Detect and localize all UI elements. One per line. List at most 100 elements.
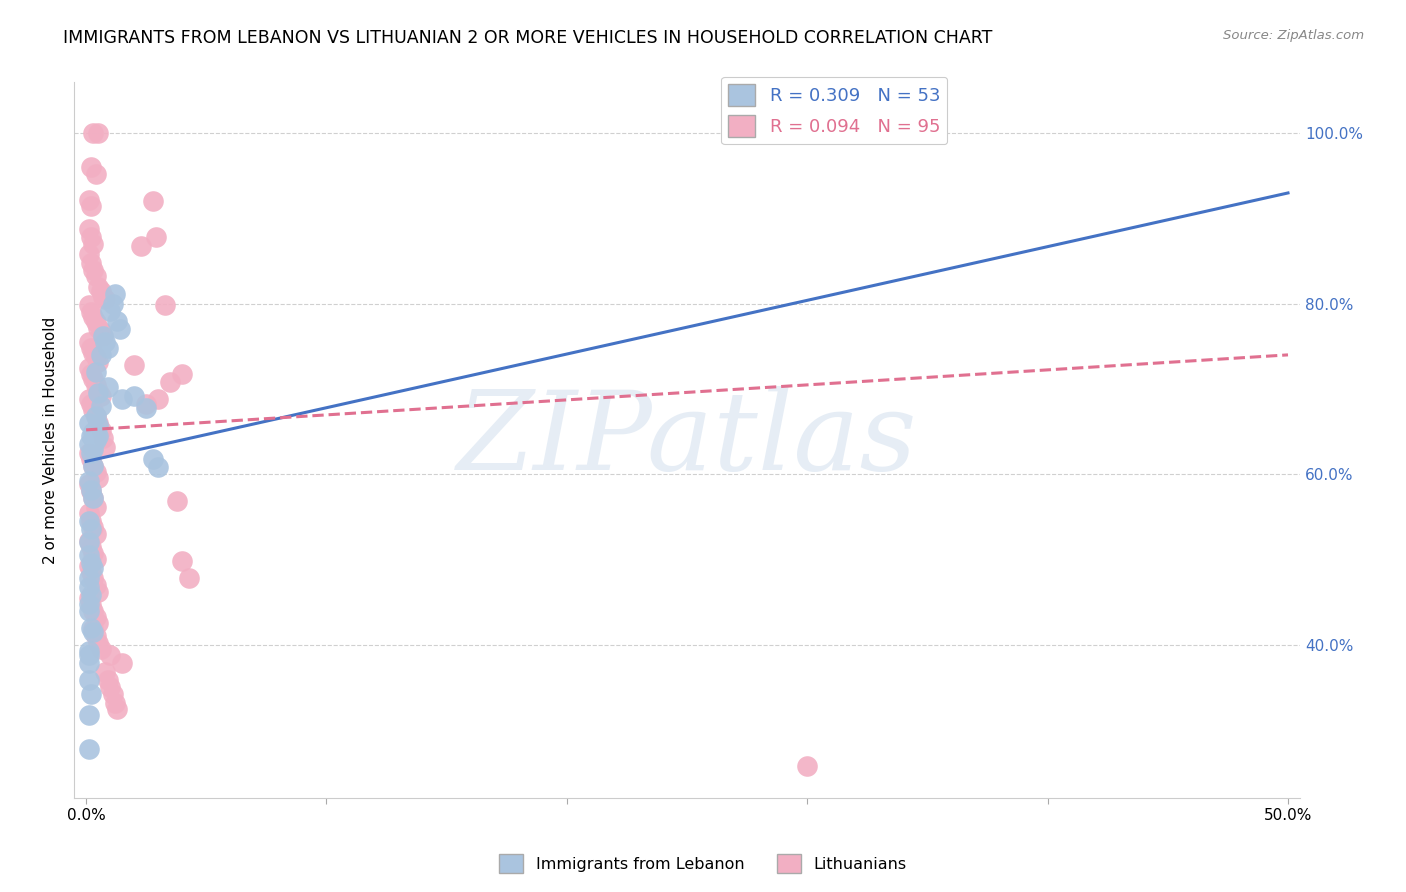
Point [84, 316, 107, 330]
Point [77, 506, 100, 520]
Point [77, 657, 100, 671]
Point [84, 526, 107, 541]
Point [80, 565, 103, 579]
Point [84, 167, 107, 181]
Point [142, 194, 165, 209]
Point [155, 298, 177, 312]
Point [166, 494, 188, 508]
Point [84, 433, 107, 447]
Point [77, 580, 100, 594]
Point [80, 621, 103, 635]
Point [90, 641, 112, 656]
Point [77, 392, 100, 407]
Point [97, 673, 120, 688]
Point [77, 514, 100, 528]
Point [142, 451, 165, 466]
Point [80, 397, 103, 411]
Point [87, 384, 110, 398]
Point [77, 603, 100, 617]
Point [82, 262, 104, 277]
Point [104, 696, 127, 710]
Point [98, 303, 121, 318]
Point [90, 324, 112, 338]
Point [148, 460, 170, 475]
Point [80, 367, 103, 381]
Point [145, 230, 167, 244]
Point [90, 284, 112, 298]
Point [82, 126, 104, 140]
Point [91, 290, 114, 304]
Point [77, 416, 100, 430]
Point [91, 329, 114, 343]
Point [84, 466, 107, 480]
Point [84, 409, 107, 424]
Text: ZIPatlas: ZIPatlas [457, 386, 917, 494]
Point [122, 358, 145, 372]
Point [77, 548, 100, 562]
Point [77, 335, 100, 350]
Point [80, 588, 103, 602]
Point [90, 389, 112, 403]
Point [77, 221, 100, 235]
Point [77, 571, 100, 585]
Point [91, 431, 114, 445]
Point [80, 514, 103, 528]
Point [111, 657, 134, 671]
Point [87, 386, 110, 401]
Point [82, 491, 104, 505]
Point [82, 372, 104, 386]
Point [98, 680, 121, 694]
Point [172, 367, 194, 381]
Point [77, 193, 100, 207]
Point [84, 629, 107, 643]
Point [87, 471, 110, 485]
Point [77, 535, 100, 549]
Point [80, 484, 103, 499]
Point [82, 546, 104, 560]
Point [94, 335, 117, 350]
Point [82, 458, 104, 473]
Point [101, 297, 124, 311]
Point [94, 665, 117, 679]
Point [108, 322, 131, 336]
Point [111, 392, 134, 407]
Point [84, 269, 107, 284]
Point [80, 446, 103, 460]
Point [82, 403, 104, 417]
Point [82, 571, 104, 585]
Point [82, 491, 104, 505]
Point [82, 346, 104, 360]
Point [87, 429, 110, 443]
Point [77, 648, 100, 662]
Point [82, 623, 104, 637]
Point [80, 429, 103, 443]
Point [84, 425, 107, 439]
Point [77, 741, 100, 756]
Point [80, 522, 103, 536]
Point [87, 354, 110, 368]
Point [90, 423, 112, 437]
Point [796, 758, 818, 772]
Point [122, 389, 145, 403]
Point [77, 446, 100, 460]
Point [84, 578, 107, 592]
Legend: R = 0.309   N = 53, R = 0.094   N = 95: R = 0.309 N = 53, R = 0.094 N = 95 [721, 77, 948, 145]
Point [84, 409, 107, 424]
Text: Source: ZipAtlas.com: Source: ZipAtlas.com [1223, 29, 1364, 42]
Point [77, 533, 100, 548]
Point [131, 239, 153, 253]
Point [105, 701, 128, 715]
Point [172, 554, 194, 568]
Point [84, 365, 107, 379]
Point [101, 687, 124, 701]
Point [84, 377, 107, 392]
Point [82, 624, 104, 639]
Point [105, 314, 128, 328]
Point [82, 561, 104, 575]
Point [87, 584, 110, 599]
Point [135, 397, 157, 411]
Point [104, 286, 127, 301]
Point [80, 687, 103, 701]
Point [84, 552, 107, 566]
Point [82, 310, 104, 324]
